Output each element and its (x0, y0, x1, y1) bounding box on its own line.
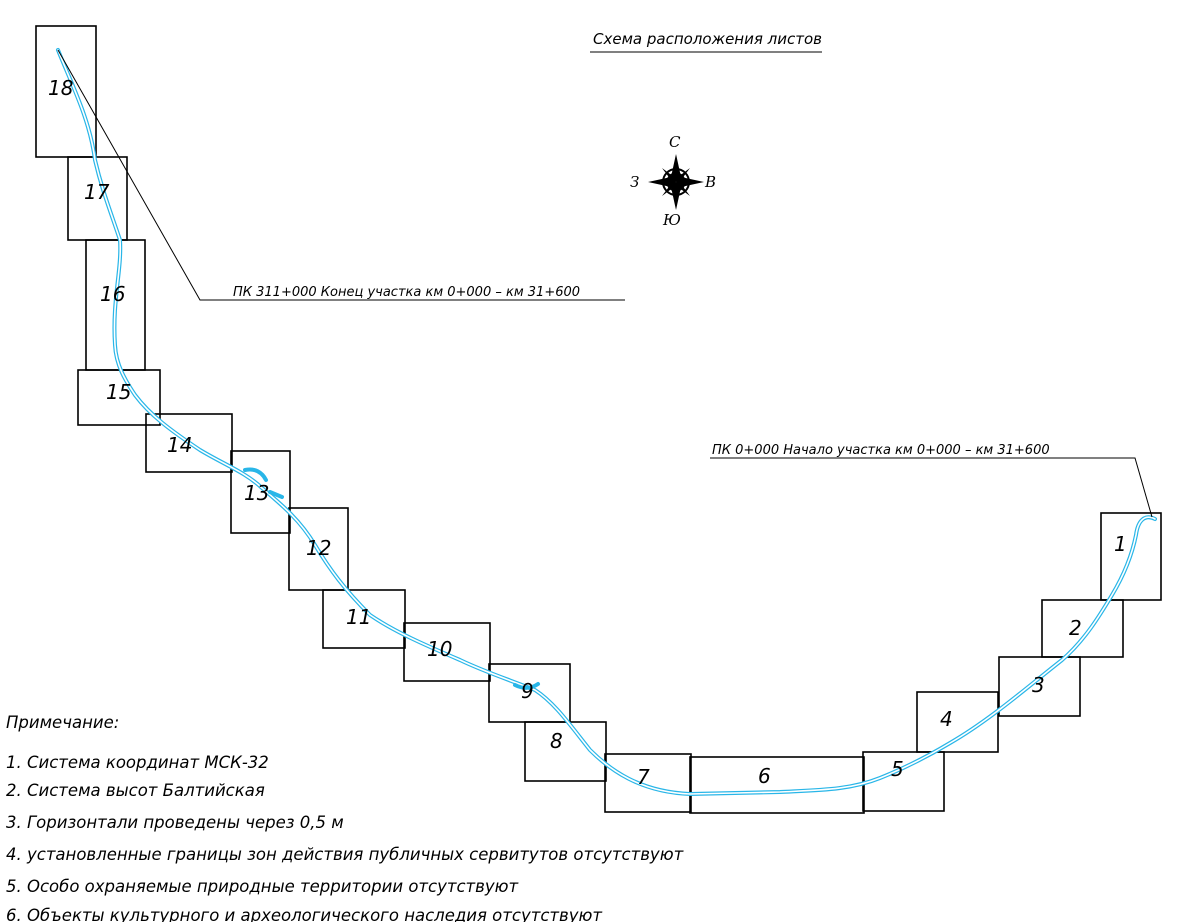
sheet-number: 14 (167, 433, 192, 457)
notes-heading: Примечание: (6, 713, 119, 732)
route-branch (513, 682, 540, 690)
callout-start-leader (710, 457, 1153, 518)
sheet-frame-12 (288, 507, 349, 591)
sheet-frame-4 (916, 691, 999, 753)
compass-rose: С Ю В З (630, 133, 716, 229)
sheet-number: 15 (106, 380, 131, 404)
sheet-number: 5 (891, 757, 904, 781)
notes-block: Примечание: 1. Система координат МСК-32 … (6, 713, 684, 922)
sheet-number: 4 (940, 707, 953, 731)
route-line (56, 48, 1157, 796)
compass-east: В (704, 173, 716, 191)
sheet-frame-10 (403, 622, 491, 682)
sheet-number: 11 (346, 605, 371, 629)
sheet-frame-18 (35, 25, 97, 158)
sheet-number: 16 (100, 282, 125, 306)
note-item: 6. Объекты культурного и археологическог… (6, 906, 602, 922)
sheet-number: 8 (550, 729, 563, 753)
route-branch (243, 467, 268, 482)
sheet-frames (35, 25, 1162, 814)
note-item: 4. установленные границы зон действия пу… (6, 845, 684, 864)
sheet-number: 2 (1069, 616, 1082, 640)
sheet-frame-7 (604, 753, 692, 813)
sheet-number: 1 (1114, 532, 1127, 556)
sheet-frame-13 (230, 450, 291, 534)
sheet-frame-1 (1100, 512, 1162, 601)
sheet-number: 6 (758, 764, 771, 788)
callout-start-label: ПК 0+000 Начало участка км 0+000 – км 31… (712, 443, 1050, 458)
sheet-frame-14 (145, 413, 233, 473)
note-item: 1. Система координат МСК-32 (6, 753, 269, 772)
compass-icon (648, 154, 704, 210)
scheme-title: Схема расположения листов (593, 30, 822, 48)
route-branch (268, 490, 284, 499)
callout-end: ПК 311+000 Конец участка км 0+000 – км 3… (57, 49, 625, 301)
callout-end-leader (57, 49, 625, 301)
sheet-number: 9 (521, 679, 534, 703)
callout-start: ПК 0+000 Начало участка км 0+000 – км 31… (710, 443, 1153, 518)
sheet-frame-9 (488, 663, 571, 723)
sheet-number: 10 (427, 637, 452, 661)
sheet-frame-17 (67, 156, 128, 241)
sheet-number: 7 (637, 765, 650, 789)
sheet-number: 3 (1032, 673, 1045, 697)
note-item: 3. Горизонтали проведены через 0,5 м (6, 813, 344, 832)
sheet-number: 12 (306, 536, 331, 560)
note-item: 5. Особо охраняемые природные территории… (6, 877, 519, 896)
route-path-inner (57, 49, 1156, 795)
sheet-number: 18 (48, 76, 73, 100)
compass-west: З (630, 173, 639, 191)
note-item: 2. Система высот Балтийская (6, 781, 265, 800)
sheet-numbers: 1 2 3 4 5 6 7 8 9 10 11 12 13 14 15 16 1… (48, 76, 1127, 789)
compass-north: С (669, 133, 681, 151)
sheet-number: 17 (84, 180, 110, 204)
compass-south: Ю (662, 211, 681, 229)
callout-end-label: ПК 311+000 Конец участка км 0+000 – км 3… (233, 285, 580, 300)
sheet-frame-2 (1041, 599, 1124, 658)
sheet-frame-11 (322, 589, 406, 649)
sheet-number: 13 (244, 481, 269, 505)
sheet-frame-6 (689, 756, 865, 814)
route-path (56, 48, 1157, 796)
sheet-frame-3 (998, 656, 1081, 717)
